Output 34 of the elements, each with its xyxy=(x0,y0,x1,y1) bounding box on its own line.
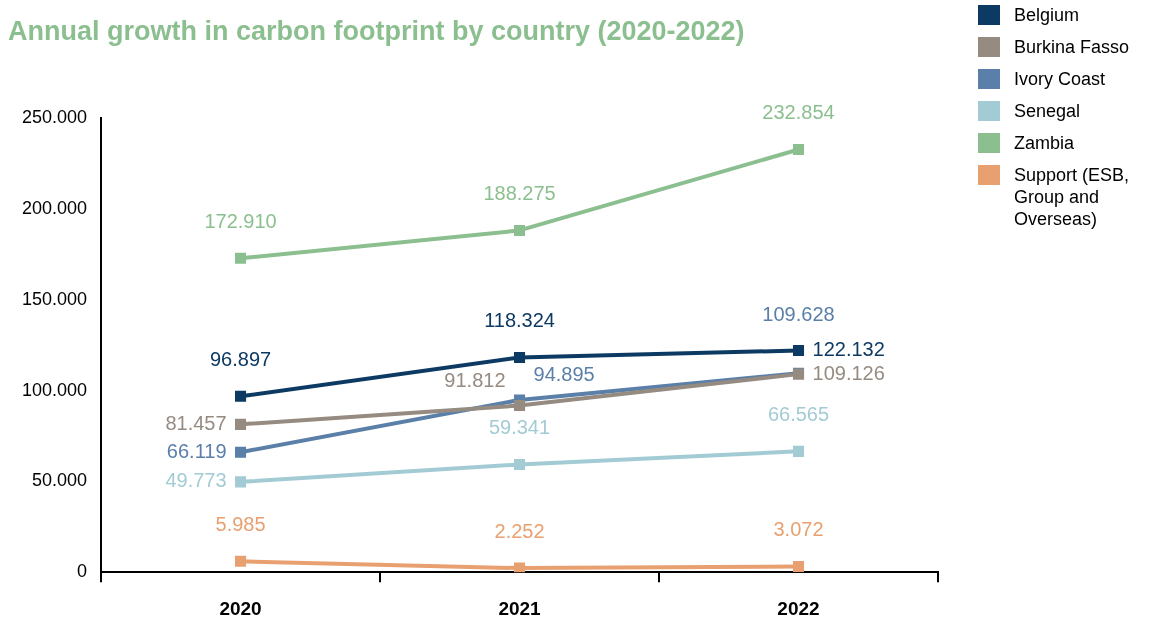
y-tick-label: 250.000 xyxy=(21,107,88,128)
data-label: 66.119 xyxy=(166,439,227,462)
x-tick-label: 2021 xyxy=(498,597,542,619)
data-label: 5.985 xyxy=(215,512,266,535)
chart-title: Annual growth in carbon footprint by country (2020-2022) xyxy=(8,15,745,46)
data-label: 232.854 xyxy=(762,101,835,124)
data-label: 2.252 xyxy=(494,519,545,542)
data-label: 188.275 xyxy=(483,181,556,204)
data-label: 122.132 xyxy=(812,338,885,361)
data-label: 66.565 xyxy=(767,402,830,425)
x-tick-label: 2022 xyxy=(777,597,820,619)
data-label: 59.341 xyxy=(488,416,551,438)
data-label: 172.910 xyxy=(204,209,277,232)
data-label: 109.628 xyxy=(762,302,835,325)
data-label: 94.895 xyxy=(533,363,595,386)
y-tick-label: 50.000 xyxy=(32,470,88,491)
legend-label: Senegal xyxy=(1014,100,1081,122)
y-tick-label: 0 xyxy=(77,561,88,582)
data-label: 118.324 xyxy=(484,308,555,331)
x-tick-label: 2020 xyxy=(219,597,262,619)
legend-label: Burkina Fasso xyxy=(1014,36,1130,58)
data-label: 3.072 xyxy=(773,518,824,541)
data-label: 96.897 xyxy=(209,347,272,370)
legend-label: Ivory Coast xyxy=(1014,68,1106,90)
data-label: 49.773 xyxy=(165,469,227,492)
data-label: 81.457 xyxy=(165,411,227,434)
legend-label: Belgium xyxy=(1014,4,1080,26)
y-tick-label: 100.000 xyxy=(21,379,88,400)
y-tick-label: 150.000 xyxy=(21,288,88,309)
y-tick-label: 200.000 xyxy=(21,198,88,219)
legend-label: Zambia xyxy=(1014,132,1075,154)
data-label: 109.126 xyxy=(812,361,885,384)
legend-label: Support (ESB, Group and Overseas) xyxy=(1014,164,1131,230)
data-label: 91.812 xyxy=(444,369,506,392)
